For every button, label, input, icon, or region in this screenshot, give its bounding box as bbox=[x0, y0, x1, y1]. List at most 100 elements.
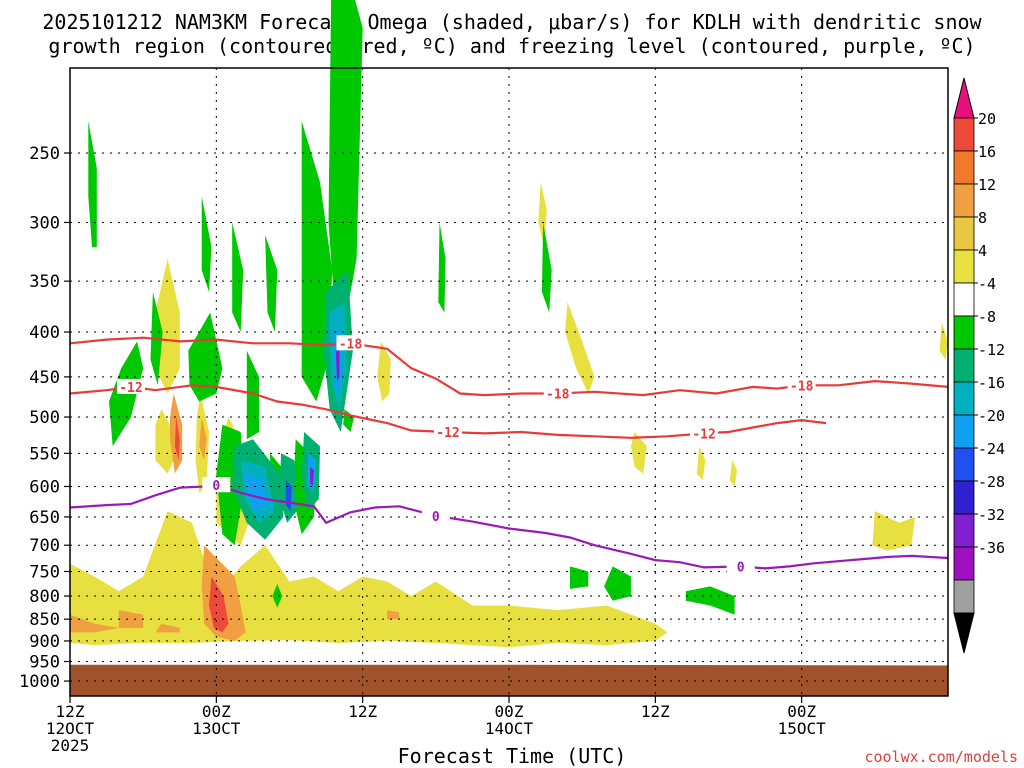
y-tick-label: 750 bbox=[29, 562, 60, 582]
x-tick-label: 12Z bbox=[56, 702, 85, 721]
x-tick-label: 12OCT bbox=[46, 719, 95, 738]
colorbar-segment bbox=[953, 315, 975, 350]
y-tick-label: 250 bbox=[29, 144, 60, 164]
colorbar-tick-label: 4 bbox=[978, 242, 987, 260]
colorbar-tick-label: -36 bbox=[978, 539, 1005, 557]
colorbar-segment bbox=[953, 546, 975, 581]
omega-shade-region bbox=[272, 584, 283, 608]
y-tick-label: 850 bbox=[29, 610, 60, 630]
omega-shade-region bbox=[685, 586, 735, 615]
colorbar-tick-label: -16 bbox=[978, 374, 1005, 392]
omega-shade-region bbox=[729, 460, 737, 487]
colorbar-segment bbox=[953, 216, 975, 251]
colorbar-segment bbox=[953, 579, 975, 614]
dgz-minus12-contour-label: -12 bbox=[119, 381, 142, 396]
y-tick-label: 900 bbox=[29, 632, 60, 652]
colorbar-top-arrow bbox=[953, 77, 975, 119]
credit-text: coolwx.com/models bbox=[864, 748, 1018, 766]
dgz-minus12-contour-label: -12 bbox=[436, 426, 459, 441]
freezing-level-contour-label-bg bbox=[421, 507, 450, 523]
omega-shade-region bbox=[310, 466, 314, 487]
colorbar-segment bbox=[953, 414, 975, 449]
y-tick-label: 700 bbox=[29, 536, 60, 556]
omega-shade-region bbox=[696, 446, 706, 481]
omega-shade-region bbox=[438, 222, 446, 313]
colorbar-tick-label: 20 bbox=[978, 110, 996, 128]
dgz-minus18-contour-label-bg bbox=[787, 377, 816, 393]
colorbar-tick-label: -4 bbox=[978, 275, 996, 293]
omega-shade-region bbox=[541, 222, 552, 313]
y-tick-label: 400 bbox=[29, 323, 60, 343]
x-tick-label: 13OCT bbox=[192, 719, 241, 738]
freezing-level-contour-label: 0 bbox=[737, 560, 745, 575]
omega-shade-region bbox=[199, 417, 207, 461]
freezing-level-contour-label-bg bbox=[726, 558, 755, 574]
x-tick-label: 12Z bbox=[641, 702, 670, 721]
colorbar-tick-label: 16 bbox=[978, 143, 996, 161]
omega-shade-region bbox=[244, 473, 268, 512]
omega-shade-region bbox=[232, 222, 244, 332]
omega-shade-region bbox=[70, 614, 119, 633]
colorbar-tick-label: -24 bbox=[978, 440, 1005, 458]
colorbar-segment bbox=[953, 480, 975, 515]
y-tick-label: 800 bbox=[29, 587, 60, 607]
y-tick-label: 300 bbox=[29, 213, 60, 233]
dgz-minus18-contour-label: -18 bbox=[546, 387, 570, 402]
colorbar-segment bbox=[953, 447, 975, 482]
dgz-minus18-contour-label-bg bbox=[543, 385, 572, 401]
dgz-minus12-contour-line bbox=[69, 384, 827, 439]
colorbar: 20 16 12 8 4 -4 -8 -12 -16 -20 -24 -28 -32 -36 bbox=[953, 77, 1005, 654]
y-axis-ticks: 2503003504004505005506006507007508008509… bbox=[19, 144, 70, 692]
omega-shade-region bbox=[630, 432, 647, 474]
freezing-level-contour-label: 0 bbox=[432, 510, 440, 525]
x-tick-label: 15OCT bbox=[778, 719, 827, 738]
chart-title-line2: growth region (contoured, red, ºC) and f… bbox=[48, 34, 976, 58]
freezing-level-contour-label-bg bbox=[202, 477, 231, 493]
colorbar-segment bbox=[953, 282, 975, 317]
omega-shade-region bbox=[155, 409, 174, 474]
omega-shade-region bbox=[118, 610, 144, 628]
omega-shading-layer bbox=[70, 0, 948, 648]
y-tick-label: 1000 bbox=[19, 672, 60, 692]
chart-title-line1: 2025101212 NAM3KM Forecast Omega (shaded… bbox=[42, 10, 982, 34]
y-tick-label: 950 bbox=[29, 653, 60, 673]
colorbar-segment bbox=[953, 381, 975, 416]
omega-shade-region bbox=[155, 623, 180, 633]
omega-shade-region bbox=[201, 196, 212, 292]
y-tick-label: 600 bbox=[29, 477, 60, 497]
omega-shade-region bbox=[377, 341, 391, 402]
omega-shade-region bbox=[872, 511, 916, 551]
omega-shade-region bbox=[155, 258, 180, 394]
colorbar-segment bbox=[953, 348, 975, 383]
colorbar-tick-label: -32 bbox=[978, 506, 1005, 524]
omega-shade-region bbox=[265, 234, 278, 332]
omega-shade-region bbox=[188, 312, 223, 402]
y-tick-label: 650 bbox=[29, 508, 60, 528]
y-tick-label: 350 bbox=[29, 272, 60, 292]
terrain-layer bbox=[70, 664, 948, 696]
colorbar-tick-label: 8 bbox=[978, 209, 987, 227]
dgz-minus18-contour-label: -18 bbox=[790, 379, 814, 394]
colorbar-tick-label: -12 bbox=[978, 341, 1005, 359]
omega-shade-region bbox=[328, 0, 363, 360]
colorbar-segment bbox=[953, 249, 975, 284]
x-tick-label: 00Z bbox=[202, 702, 231, 721]
x-tick-label: 00Z bbox=[787, 702, 816, 721]
x-tick-label: 14OCT bbox=[485, 719, 534, 738]
colorbar-tick-label: 12 bbox=[978, 176, 996, 194]
omega-shade-region bbox=[604, 566, 631, 601]
dgz-minus12-contour-label-bg bbox=[690, 425, 719, 441]
freezing-level-contour-label: 0 bbox=[212, 479, 220, 494]
omega-shade-region bbox=[209, 576, 229, 633]
colorbar-bottom-arrow bbox=[953, 612, 975, 654]
omega-shade-region bbox=[174, 417, 180, 461]
dgz-minus12-contour-label: -12 bbox=[692, 427, 715, 442]
colorbar-segment bbox=[953, 183, 975, 218]
contour-lines: -18 -18 -18 -12 -12 -12 0 0 0 bbox=[69, 335, 949, 575]
omega-shade-region bbox=[387, 610, 400, 620]
colorbar-segment bbox=[953, 513, 975, 548]
dgz-minus12-contour-label-bg bbox=[116, 378, 145, 394]
